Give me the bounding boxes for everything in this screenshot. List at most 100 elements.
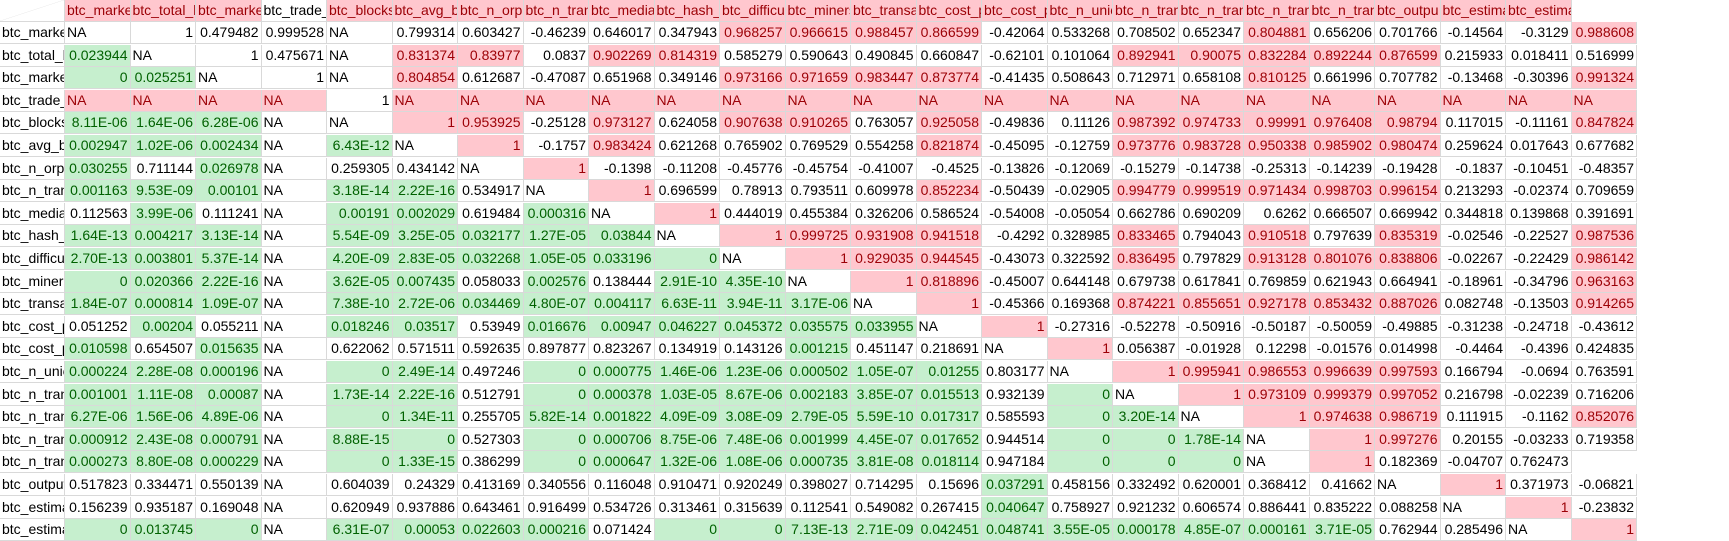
table-cell[interactable]: 0.00101 bbox=[196, 180, 262, 203]
row-label[interactable]: btc_total_b bbox=[0, 44, 65, 67]
row-label[interactable]: btc_n_unic bbox=[0, 361, 65, 383]
table-cell[interactable]: 0.803177 bbox=[982, 361, 1048, 383]
table-cell[interactable]: NA bbox=[1440, 496, 1506, 519]
table-cell[interactable]: 0.976408 bbox=[1309, 112, 1375, 135]
table-cell[interactable]: 0.654507 bbox=[130, 338, 196, 361]
table-cell[interactable]: 0.980474 bbox=[1375, 135, 1441, 157]
column-header[interactable]: btc_hash_r bbox=[654, 0, 720, 22]
table-cell[interactable]: 0.99991 bbox=[1244, 112, 1310, 135]
row-label[interactable]: btc_hash_r bbox=[0, 225, 65, 248]
table-cell[interactable]: 0.058033 bbox=[458, 270, 524, 293]
table-cell[interactable]: 0.017652 bbox=[916, 428, 982, 451]
table-cell[interactable]: 0.996639 bbox=[1309, 361, 1375, 383]
table-cell[interactable]: 1.05E-07 bbox=[851, 361, 917, 383]
table-cell[interactable]: 0.621268 bbox=[654, 135, 720, 157]
table-cell[interactable]: 0.000378 bbox=[589, 383, 655, 406]
table-cell[interactable]: 0.0837 bbox=[523, 44, 589, 67]
table-cell[interactable]: 2.22E-16 bbox=[392, 383, 458, 406]
table-cell[interactable]: NA bbox=[327, 112, 393, 135]
table-cell[interactable]: NA bbox=[1506, 519, 1572, 541]
table-cell[interactable]: 0.533268 bbox=[1047, 22, 1113, 44]
table-cell[interactable]: 1.56E-06 bbox=[130, 406, 196, 429]
table-cell[interactable]: 0.000273 bbox=[65, 451, 131, 474]
table-cell[interactable]: 0.508643 bbox=[1047, 67, 1113, 90]
table-cell[interactable]: 1.32E-06 bbox=[654, 451, 720, 474]
table-cell[interactable]: NA bbox=[916, 89, 982, 112]
table-cell[interactable]: 0.711144 bbox=[130, 157, 196, 180]
column-header[interactable]: btc_marke bbox=[196, 0, 262, 22]
table-cell[interactable]: 0.769529 bbox=[785, 135, 851, 157]
table-cell[interactable]: -0.06821 bbox=[1571, 474, 1637, 496]
table-cell[interactable]: 0.12298 bbox=[1244, 338, 1310, 361]
table-cell[interactable]: NA bbox=[1375, 89, 1441, 112]
table-cell[interactable]: 0.762473 bbox=[1506, 451, 1572, 474]
table-cell[interactable]: 0.973109 bbox=[1244, 383, 1310, 406]
table-cell[interactable]: 0.023944 bbox=[65, 44, 131, 67]
table-cell[interactable]: 0.285496 bbox=[1440, 519, 1506, 541]
table-cell[interactable]: 0.000814 bbox=[130, 293, 196, 316]
table-cell[interactable]: 1.84E-07 bbox=[65, 293, 131, 316]
table-cell[interactable]: 0.051252 bbox=[65, 315, 131, 338]
table-cell[interactable]: -0.14239 bbox=[1309, 157, 1375, 180]
table-cell[interactable]: -0.03233 bbox=[1506, 428, 1572, 451]
table-cell[interactable]: 1 bbox=[1113, 361, 1179, 383]
table-cell[interactable]: 0.071424 bbox=[589, 519, 655, 541]
table-cell[interactable]: NA bbox=[654, 89, 720, 112]
table-cell[interactable]: 0.999725 bbox=[785, 225, 851, 248]
table-cell[interactable]: 8.11E-06 bbox=[65, 112, 131, 135]
table-cell[interactable]: 0 bbox=[523, 383, 589, 406]
table-cell[interactable]: -0.02374 bbox=[1506, 180, 1572, 203]
table-cell[interactable]: NA bbox=[65, 22, 131, 44]
table-cell[interactable]: 0.000791 bbox=[196, 428, 262, 451]
table-cell[interactable]: 0.156239 bbox=[65, 496, 131, 519]
table-cell[interactable]: 0.002576 bbox=[523, 270, 589, 293]
table-cell[interactable]: 0.669942 bbox=[1375, 202, 1441, 225]
table-cell[interactable]: 0.000316 bbox=[523, 202, 589, 225]
table-cell[interactable]: NA bbox=[261, 496, 327, 519]
table-cell[interactable]: -0.34796 bbox=[1506, 270, 1572, 293]
table-cell[interactable]: 0.997593 bbox=[1375, 361, 1441, 383]
table-cell[interactable]: -0.23832 bbox=[1571, 496, 1637, 519]
table-cell[interactable]: 2.71E-09 bbox=[851, 519, 917, 541]
table-cell[interactable]: 0.763591 bbox=[1571, 361, 1637, 383]
row-label[interactable]: btc_cost_p bbox=[0, 315, 65, 338]
table-cell[interactable]: 3.99E-06 bbox=[130, 202, 196, 225]
table-cell[interactable]: 0.701766 bbox=[1375, 22, 1441, 44]
table-cell[interactable]: -0.22429 bbox=[1506, 248, 1572, 270]
table-cell[interactable]: 0.932139 bbox=[982, 383, 1048, 406]
table-cell[interactable]: 1 bbox=[1440, 474, 1506, 496]
table-cell[interactable]: 3.62E-05 bbox=[327, 270, 393, 293]
table-cell[interactable]: 0.347943 bbox=[654, 22, 720, 44]
table-cell[interactable]: -0.62101 bbox=[982, 44, 1048, 67]
table-cell[interactable]: -0.05054 bbox=[1047, 202, 1113, 225]
table-cell[interactable]: -0.50916 bbox=[1178, 315, 1244, 338]
table-cell[interactable]: 6.63E-11 bbox=[654, 293, 720, 316]
table-cell[interactable]: NA bbox=[261, 361, 327, 383]
table-cell[interactable]: 6.31E-07 bbox=[327, 519, 393, 541]
table-cell[interactable]: 1.78E-14 bbox=[1178, 428, 1244, 451]
table-cell[interactable]: 0.927178 bbox=[1244, 293, 1310, 316]
table-cell[interactable]: 0.020366 bbox=[130, 270, 196, 293]
table-cell[interactable]: NA bbox=[1047, 361, 1113, 383]
table-cell[interactable]: 0.712971 bbox=[1113, 67, 1179, 90]
table-cell[interactable]: NA bbox=[261, 112, 327, 135]
table-cell[interactable]: 6.43E-12 bbox=[327, 135, 393, 157]
table-cell[interactable]: 0.015635 bbox=[196, 338, 262, 361]
table-cell[interactable]: 0.6262 bbox=[1244, 202, 1310, 225]
table-cell[interactable]: 0.017317 bbox=[916, 406, 982, 429]
table-cell[interactable]: 0.554258 bbox=[851, 135, 917, 157]
table-cell[interactable]: 0.332492 bbox=[1113, 474, 1179, 496]
table-cell[interactable]: -0.25128 bbox=[523, 112, 589, 135]
table-cell[interactable]: 9.53E-09 bbox=[130, 180, 196, 203]
table-cell[interactable]: 0.116048 bbox=[589, 474, 655, 496]
column-header[interactable]: btc_media bbox=[589, 0, 655, 22]
table-cell[interactable]: 0.876599 bbox=[1375, 44, 1441, 67]
table-cell[interactable]: 0.621943 bbox=[1309, 270, 1375, 293]
table-cell[interactable]: NA bbox=[327, 44, 393, 67]
table-cell[interactable]: 2.43E-08 bbox=[130, 428, 196, 451]
table-cell[interactable]: 0.660847 bbox=[916, 44, 982, 67]
table-cell[interactable]: 0.000775 bbox=[589, 361, 655, 383]
table-cell[interactable]: -0.1757 bbox=[523, 135, 589, 157]
table-cell[interactable]: 2.49E-14 bbox=[392, 361, 458, 383]
table-cell[interactable]: -0.14738 bbox=[1178, 157, 1244, 180]
